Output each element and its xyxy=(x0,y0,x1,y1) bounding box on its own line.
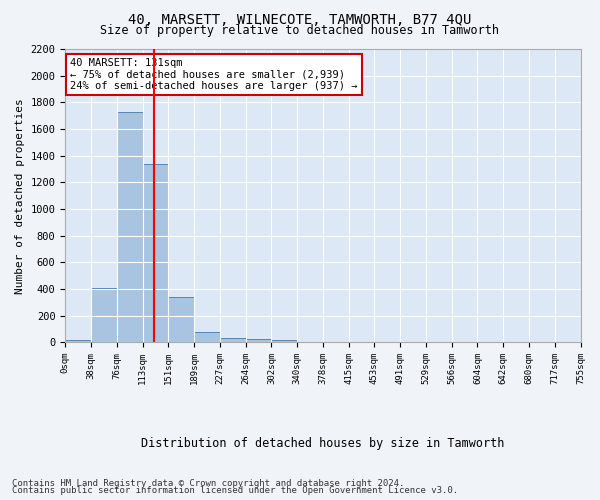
Y-axis label: Number of detached properties: Number of detached properties xyxy=(15,98,25,294)
Bar xyxy=(245,339,271,342)
Text: 40, MARSETT, WILNECOTE, TAMWORTH, B77 4QU: 40, MARSETT, WILNECOTE, TAMWORTH, B77 4Q… xyxy=(128,12,472,26)
Text: Size of property relative to detached houses in Tamworth: Size of property relative to detached ho… xyxy=(101,24,499,37)
Text: Contains public sector information licensed under the Open Government Licence v3: Contains public sector information licen… xyxy=(12,486,458,495)
Bar xyxy=(194,332,220,342)
Bar xyxy=(220,338,245,342)
Bar xyxy=(271,340,297,342)
Bar xyxy=(143,164,169,342)
Text: 40 MARSETT: 131sqm
← 75% of detached houses are smaller (2,939)
24% of semi-deta: 40 MARSETT: 131sqm ← 75% of detached hou… xyxy=(70,58,358,91)
Bar xyxy=(169,297,194,342)
Bar xyxy=(65,340,91,342)
X-axis label: Distribution of detached houses by size in Tamworth: Distribution of detached houses by size … xyxy=(141,437,505,450)
Bar xyxy=(117,112,143,342)
Bar xyxy=(91,288,117,342)
Text: Contains HM Land Registry data © Crown copyright and database right 2024.: Contains HM Land Registry data © Crown c… xyxy=(12,478,404,488)
